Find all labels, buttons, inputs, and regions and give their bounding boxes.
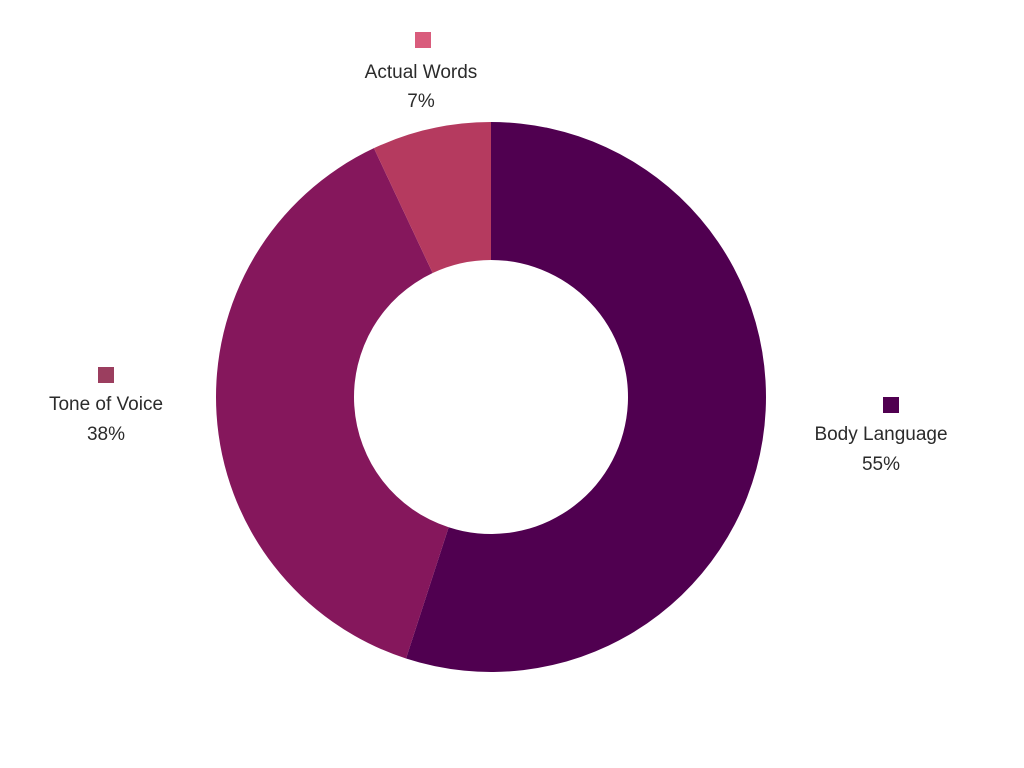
label-group-tone-of-voice: Tone of Voice 38% — [49, 367, 163, 445]
slice-actual-words — [373, 122, 491, 274]
marker-body-language — [883, 397, 899, 413]
marker-tone-of-voice — [98, 367, 114, 383]
slice-body-language — [406, 122, 767, 673]
slice-value-body-language: 55% — [862, 454, 900, 475]
labels-layer: Body Language 55% Tone of Voice 38% Actual W… — [49, 32, 948, 475]
slice-value-actual-words: 7% — [407, 91, 435, 112]
label-group-actual-words: Actual Words 7% — [365, 32, 478, 112]
slice-label-tone-of-voice: Tone of Voice — [49, 394, 163, 415]
slices-layer — [215, 122, 767, 673]
slice-tone-of-voice — [215, 148, 449, 659]
slice-label-actual-words: Actual Words — [365, 62, 478, 83]
label-group-body-language: Body Language 55% — [814, 397, 948, 475]
slice-value-tone-of-voice: 38% — [87, 424, 125, 445]
slice-label-body-language: Body Language — [814, 424, 947, 445]
marker-actual-words — [415, 32, 431, 48]
